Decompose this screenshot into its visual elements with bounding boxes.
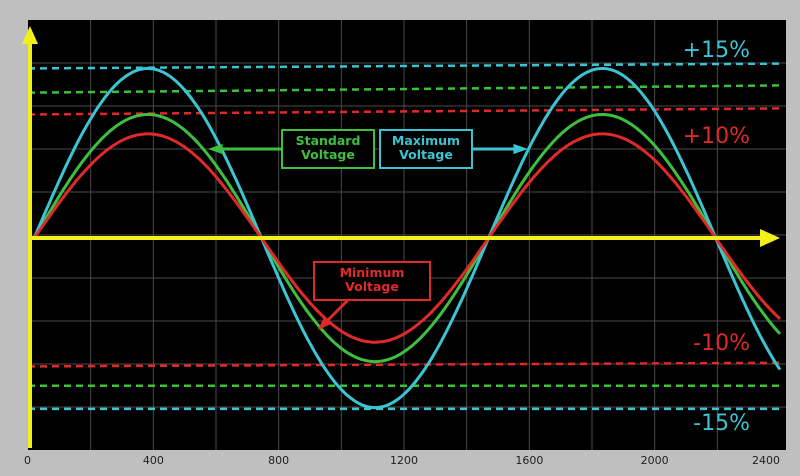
percent-annotations: +15% +10% -10% -15% xyxy=(683,38,750,436)
series-line xyxy=(32,113,782,364)
percent-label: -10% xyxy=(693,331,750,356)
x-tick-label: 1200 xyxy=(390,454,418,467)
callout-text: Voltage xyxy=(301,147,355,162)
callout-text: Voltage xyxy=(399,147,453,162)
y-axis-arrowhead xyxy=(22,26,38,44)
callout-text: Maximum xyxy=(392,133,460,148)
reference-line xyxy=(27,84,781,94)
x-tick-label: 2000 xyxy=(641,454,669,467)
grid xyxy=(28,20,786,450)
x-tick-label: 0 xyxy=(24,454,31,467)
series-line xyxy=(33,132,782,344)
callout-text: Voltage xyxy=(345,279,399,294)
x-tick-labels: 0 400 800 1200 1600 2000 2400 xyxy=(24,454,780,467)
reference-line xyxy=(27,361,781,368)
percent-label: -15% xyxy=(693,411,750,436)
series-callouts: StandardVoltageMaximumVoltageMinimumVolt… xyxy=(208,129,528,331)
callout-text: Standard xyxy=(296,133,361,148)
callout-arrowhead xyxy=(208,143,223,155)
percent-label: +15% xyxy=(683,38,750,63)
axes xyxy=(22,26,780,448)
x-tick-label: 1600 xyxy=(515,454,543,467)
callout-box xyxy=(281,129,375,169)
x-tick-label: 400 xyxy=(143,454,164,467)
callout-text: Minimum xyxy=(340,265,405,280)
x-axis-arrowhead xyxy=(760,229,780,248)
callout-box xyxy=(313,261,431,301)
callout-arrowhead xyxy=(317,316,332,331)
x-tick-label: 800 xyxy=(268,454,289,467)
callout-arrowhead xyxy=(513,143,528,155)
series-group xyxy=(32,67,782,410)
series-line xyxy=(32,67,782,410)
percent-label: +10% xyxy=(683,124,750,149)
x-tick-label: 2400 xyxy=(752,454,780,467)
